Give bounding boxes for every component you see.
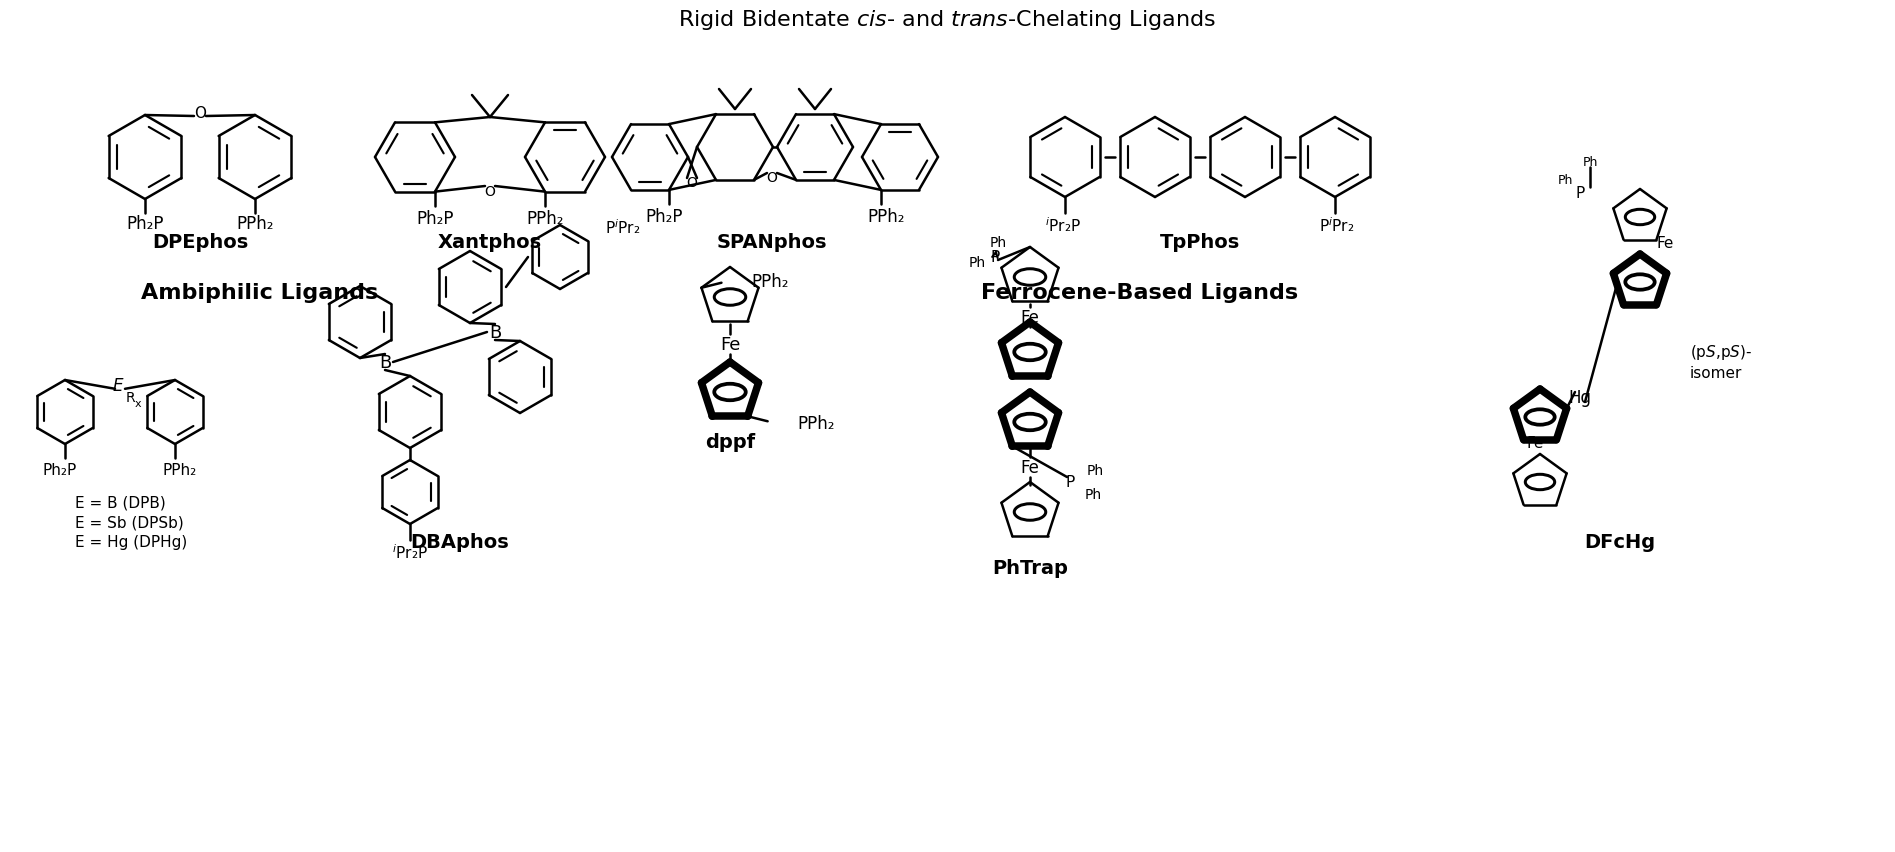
Text: B: B bbox=[489, 324, 500, 342]
Text: Ph: Ph bbox=[1086, 463, 1103, 477]
Text: R: R bbox=[125, 390, 135, 405]
Text: B: B bbox=[379, 354, 390, 371]
Text: $^i$Pr₂P: $^i$Pr₂P bbox=[392, 543, 428, 561]
Text: (p$\mathit{S}$,p$\mathit{S}$)-: (p$\mathit{S}$,p$\mathit{S}$)- bbox=[1690, 343, 1753, 362]
Text: PPh₂: PPh₂ bbox=[527, 210, 563, 227]
Text: E = B (DPB): E = B (DPB) bbox=[76, 495, 165, 509]
Text: Ph₂P: Ph₂P bbox=[646, 208, 682, 226]
Text: SPANphos: SPANphos bbox=[716, 233, 828, 252]
Text: O: O bbox=[767, 170, 777, 185]
Text: Ph: Ph bbox=[1558, 175, 1573, 187]
Text: Ferrocene-Based Ligands: Ferrocene-Based Ligands bbox=[982, 283, 1298, 302]
Text: x: x bbox=[135, 399, 142, 408]
Text: Fe: Fe bbox=[1525, 435, 1544, 450]
Text: $^i$Pr₂P: $^i$Pr₂P bbox=[1044, 216, 1080, 235]
Text: Ambiphilic Ligands: Ambiphilic Ligands bbox=[142, 283, 379, 302]
Text: Hg: Hg bbox=[1569, 389, 1592, 406]
Text: Ph: Ph bbox=[1582, 156, 1597, 170]
Text: Fe: Fe bbox=[1021, 458, 1040, 476]
Text: O: O bbox=[485, 185, 495, 199]
Text: DBAphos: DBAphos bbox=[411, 532, 510, 552]
Text: Ph: Ph bbox=[989, 236, 1006, 250]
Text: PPh₂: PPh₂ bbox=[798, 415, 836, 433]
Text: P: P bbox=[1575, 185, 1584, 200]
Text: PPh₂: PPh₂ bbox=[752, 273, 788, 291]
Text: P: P bbox=[991, 250, 1001, 265]
Text: O: O bbox=[686, 176, 697, 190]
Text: PhTrap: PhTrap bbox=[993, 558, 1069, 577]
Text: Fe: Fe bbox=[720, 336, 741, 354]
Text: E = Hg (DPHg): E = Hg (DPHg) bbox=[76, 535, 188, 550]
Text: DPEphos: DPEphos bbox=[152, 233, 248, 252]
Text: Fe: Fe bbox=[1656, 235, 1673, 250]
Text: P$^i$Pr₂: P$^i$Pr₂ bbox=[605, 218, 641, 237]
Text: PPh₂: PPh₂ bbox=[163, 463, 197, 478]
Text: O: O bbox=[193, 106, 207, 121]
Text: Ph: Ph bbox=[968, 256, 985, 270]
Text: P$^i$Pr₂: P$^i$Pr₂ bbox=[1319, 216, 1355, 235]
Text: dppf: dppf bbox=[705, 433, 754, 452]
Text: TpPhos: TpPhos bbox=[1160, 233, 1239, 252]
Text: Xantphos: Xantphos bbox=[438, 233, 542, 252]
Text: PPh₂: PPh₂ bbox=[237, 215, 273, 233]
Text: Ph₂P: Ph₂P bbox=[417, 210, 453, 227]
Text: Ph: Ph bbox=[1084, 487, 1101, 502]
Text: E = Sb (DPSb): E = Sb (DPSb) bbox=[76, 515, 184, 530]
Text: PPh₂: PPh₂ bbox=[868, 208, 904, 226]
Text: Ph₂P: Ph₂P bbox=[44, 463, 78, 478]
Text: DFcHg: DFcHg bbox=[1584, 532, 1656, 552]
Text: Fe: Fe bbox=[1021, 308, 1040, 326]
Text: Ph₂P: Ph₂P bbox=[127, 215, 163, 233]
Text: Rigid Bidentate $\mathit{cis}$- and $\mathit{trans}$-Chelating Ligands: Rigid Bidentate $\mathit{cis}$- and $\ma… bbox=[678, 8, 1217, 32]
Text: P: P bbox=[1065, 475, 1074, 490]
Text: E: E bbox=[112, 377, 123, 394]
Text: isomer: isomer bbox=[1690, 365, 1742, 380]
